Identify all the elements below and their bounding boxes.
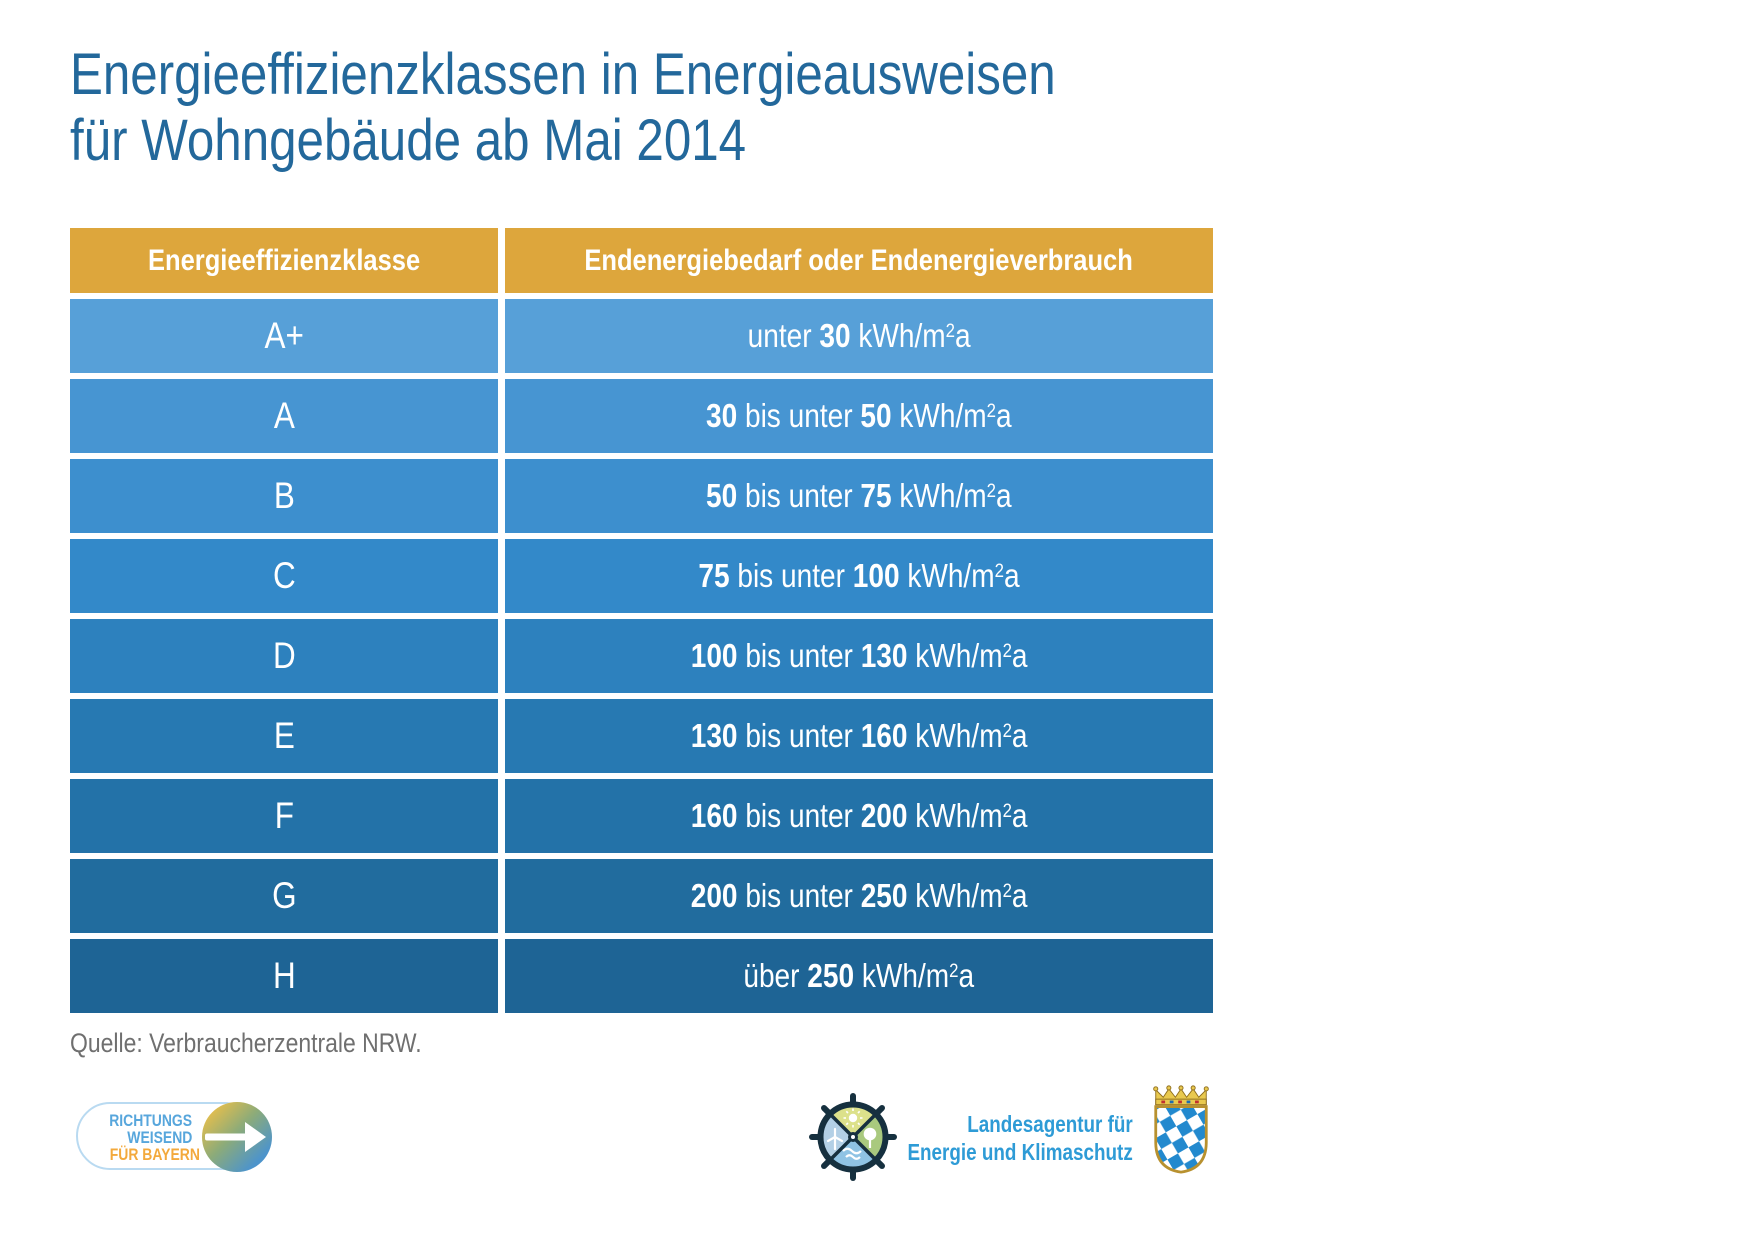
table-row: A+ unter 30 kWh/m2a <box>70 299 1213 373</box>
agency-line-1: Landesagentur für <box>967 1111 1133 1137</box>
table-row: A 30 bis unter 50 kWh/m2a <box>70 379 1213 453</box>
value-label: 200 bis unter 250 kWh/m2a <box>690 877 1028 914</box>
class-label: D <box>272 635 296 676</box>
table-row: B 50 bis unter 75 kWh/m2a <box>70 459 1213 533</box>
class-label: H <box>272 955 296 996</box>
class-label: A+ <box>264 315 304 356</box>
richtungsweisend-badge-text: RICHTUNGS WEISEND FÜR BAYERN <box>90 1111 200 1163</box>
table-row: G 200 bis unter 250 kWh/m2a <box>70 859 1213 933</box>
class-label: B <box>273 475 295 516</box>
title-line-2: für Wohngebäude ab Mai 2014 <box>70 108 747 173</box>
header-cell-consumption: Endenergiebedarf oder Endenergieverbrauc… <box>505 228 1213 293</box>
class-cell: C <box>70 539 498 613</box>
energy-class-table: Energieeffizienzklasse Endenergiebedarf … <box>70 228 1213 1013</box>
badge-gradient-circle <box>202 1102 272 1172</box>
badge-line-2: WEISEND <box>126 1128 192 1147</box>
value-cell: 75 bis unter 100 kWh/m2a <box>505 539 1213 613</box>
value-label: 130 bis unter 160 kWh/m2a <box>690 717 1028 754</box>
class-cell: D <box>70 619 498 693</box>
header-cell-class-label: Energieeffizienzklasse <box>147 243 421 277</box>
page-title: Energieeffizienzklassen in Energieauswei… <box>70 42 1230 174</box>
header-cell-consumption-label: Endenergiebedarf oder Endenergieverbrauc… <box>584 243 1134 277</box>
title-line-1: Energieeffizienzklassen in Energieauswei… <box>70 42 1056 107</box>
agency-name: Landesagentur für Energie und Klimaschut… <box>858 1110 1133 1166</box>
table-header-row: Energieeffizienzklasse Endenergiebedarf … <box>70 228 1213 293</box>
value-label: 50 bis unter 75 kWh/m2a <box>706 477 1012 514</box>
badge-line-1: RICHTUNGS <box>109 1111 192 1130</box>
badge-line-3: FÜR BAYERN <box>109 1145 200 1164</box>
value-label: 160 bis unter 200 kWh/m2a <box>690 797 1028 834</box>
table-row: F 160 bis unter 200 kWh/m2a <box>70 779 1213 853</box>
class-cell: A+ <box>70 299 498 373</box>
value-cell: 100 bis unter 130 kWh/m2a <box>505 619 1213 693</box>
source-note: Quelle: Verbraucherzentrale NRW. <box>70 1028 484 1059</box>
value-label: 100 bis unter 130 kWh/m2a <box>690 637 1028 674</box>
class-cell: H <box>70 939 498 1013</box>
class-cell: F <box>70 779 498 853</box>
bavaria-coat-of-arms-icon <box>1153 1085 1209 1174</box>
table-body: A+ unter 30 kWh/m2a A 30 bis unter 50 kWh/m… <box>70 299 1213 1013</box>
value-cell: 50 bis unter 75 kWh/m2a <box>505 459 1213 533</box>
table-row: C 75 bis unter 100 kWh/m2a <box>70 539 1213 613</box>
table-row: D 100 bis unter 130 kWh/m2a <box>70 619 1213 693</box>
class-cell: A <box>70 379 498 453</box>
value-cell: 160 bis unter 200 kWh/m2a <box>505 779 1213 853</box>
lenk-energy-wheel-icon <box>809 1093 897 1181</box>
class-label: F <box>274 795 294 836</box>
class-cell: B <box>70 459 498 533</box>
value-cell: 30 bis unter 50 kWh/m2a <box>505 379 1213 453</box>
class-cell: E <box>70 699 498 773</box>
value-cell: 200 bis unter 250 kWh/m2a <box>505 859 1213 933</box>
source-note-text: Quelle: Verbraucherzentrale NRW. <box>70 1028 422 1058</box>
value-cell: unter 30 kWh/m2a <box>505 299 1213 373</box>
value-label: unter 30 kWh/m2a <box>747 317 971 354</box>
value-cell: 130 bis unter 160 kWh/m2a <box>505 699 1213 773</box>
class-cell: G <box>70 859 498 933</box>
value-label: über 250 kWh/m2a <box>743 957 975 994</box>
table-row: E 130 bis unter 160 kWh/m2a <box>70 699 1213 773</box>
value-label: 30 bis unter 50 kWh/m2a <box>706 397 1012 434</box>
class-label: E <box>273 715 295 756</box>
class-label: G <box>271 875 297 916</box>
value-label: 75 bis unter 100 kWh/m2a <box>698 557 1020 594</box>
class-label: C <box>272 555 296 596</box>
value-cell: über 250 kWh/m2a <box>505 939 1213 1013</box>
header-cell-class: Energieeffizienzklasse <box>70 228 498 293</box>
agency-line-2: Energie und Klimaschutz <box>907 1139 1133 1165</box>
class-label: A <box>273 395 295 436</box>
arrow-right-icon <box>205 1122 266 1152</box>
